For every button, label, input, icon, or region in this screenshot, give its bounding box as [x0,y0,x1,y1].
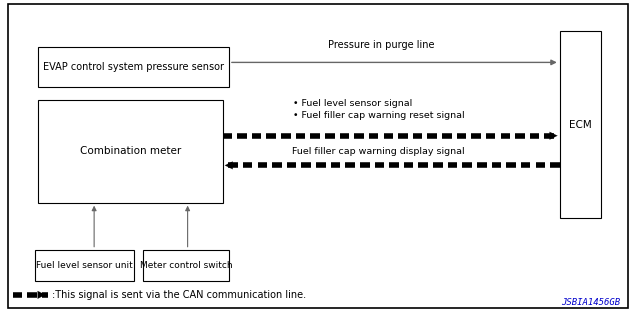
Bar [38,47,229,87]
Text: Pressure in purge line: Pressure in purge line [328,40,435,50]
Text: Meter control switch: Meter control switch [140,261,232,270]
Text: Combination meter: Combination meter [80,146,181,156]
Text: :This signal is sent via the CAN communication line.: :This signal is sent via the CAN communi… [52,290,307,300]
Bar [35,250,134,281]
Text: ECM: ECM [569,120,591,130]
Text: EVAP control system pressure sensor: EVAP control system pressure sensor [43,62,224,72]
Text: Fuel filler cap warning display signal: Fuel filler cap warning display signal [292,147,465,156]
Bar [560,31,601,218]
Text: Fuel level sensor unit: Fuel level sensor unit [36,261,133,270]
Bar [143,250,229,281]
Text: JSBIA1456GB: JSBIA1456GB [561,298,620,307]
Text: • Fuel level sensor signal
• Fuel filler cap warning reset signal: • Fuel level sensor signal • Fuel filler… [293,99,464,120]
Bar [38,100,223,203]
